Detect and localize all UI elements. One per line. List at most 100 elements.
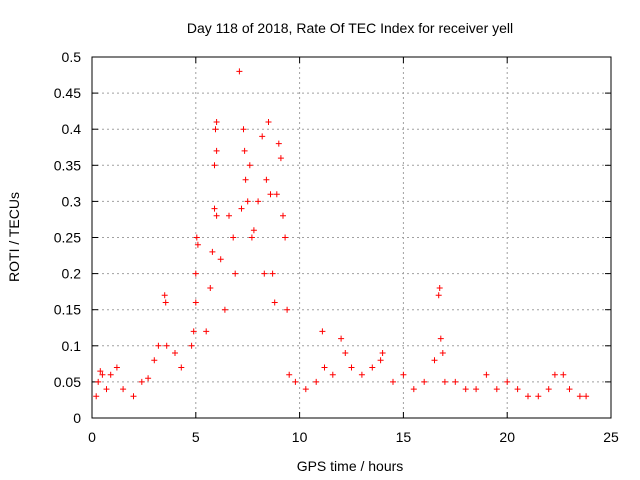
roti-point xyxy=(226,212,232,219)
roti-point xyxy=(138,378,145,385)
roti-point xyxy=(313,378,320,385)
roti-point xyxy=(286,371,293,378)
x-tick-label: 5 xyxy=(192,429,200,445)
roti-point xyxy=(576,393,583,400)
roti-point xyxy=(211,162,218,169)
roti-point xyxy=(162,299,169,306)
roti-point xyxy=(213,147,220,154)
roti-point xyxy=(342,350,349,356)
roti-point xyxy=(292,378,299,385)
roti-point xyxy=(211,205,218,212)
y-tick-label: 0.35 xyxy=(54,157,81,173)
roti-point xyxy=(113,364,120,371)
roti-point xyxy=(130,393,137,400)
axis-ticks xyxy=(91,56,612,419)
y-tick-label: 0.5 xyxy=(62,49,82,65)
roti-point xyxy=(221,306,228,313)
roti-point xyxy=(151,357,158,364)
roti-point xyxy=(241,147,248,154)
y-tick-label: 0.3 xyxy=(62,193,82,209)
roti-point xyxy=(273,191,280,198)
roti-point xyxy=(248,234,255,241)
roti-point xyxy=(163,342,170,349)
roti-point xyxy=(551,371,558,378)
roti-point xyxy=(277,155,284,162)
roti-point xyxy=(190,328,197,335)
roti-point xyxy=(284,306,291,313)
roti-point xyxy=(209,248,216,255)
roti-point xyxy=(192,270,199,277)
roti-point xyxy=(217,256,224,263)
x-tick-label: 0 xyxy=(88,429,96,445)
roti-point xyxy=(280,212,286,219)
roti-point xyxy=(377,357,384,364)
roti-point xyxy=(238,205,245,212)
roti-point xyxy=(271,299,278,306)
roti-point xyxy=(193,234,200,241)
roti-point xyxy=(410,386,417,393)
roti-point xyxy=(194,241,201,248)
roti-point xyxy=(213,119,220,125)
roti-point xyxy=(483,371,490,378)
roti-point xyxy=(232,270,239,277)
roti-point xyxy=(155,342,162,349)
roti-point xyxy=(504,378,511,385)
roti-point xyxy=(441,378,448,385)
grid xyxy=(92,57,611,418)
roti-point xyxy=(230,234,237,241)
roti-point xyxy=(97,368,104,375)
x-tick-label: 10 xyxy=(292,429,308,445)
roti-point xyxy=(203,328,210,335)
roti-point xyxy=(236,68,243,75)
roti-point xyxy=(525,393,531,400)
roti-point xyxy=(240,126,247,133)
chart-title: Day 118 of 2018, Rate Of TEC Index for r… xyxy=(187,20,513,36)
roti-point xyxy=(275,140,282,147)
roti-point xyxy=(93,393,100,400)
roti-point xyxy=(462,386,469,393)
roti-point xyxy=(107,371,114,378)
roti-point xyxy=(421,378,428,385)
x-tick-label: 25 xyxy=(603,429,619,445)
roti-point xyxy=(379,350,386,356)
roti-point xyxy=(439,350,446,356)
roti-point xyxy=(302,386,309,393)
roti-point xyxy=(103,386,110,393)
roti-point xyxy=(321,364,328,371)
x-tick-label: 20 xyxy=(499,429,515,445)
roti-point xyxy=(267,191,274,198)
roti-point xyxy=(212,126,219,133)
roti-point xyxy=(207,285,214,291)
roti-point xyxy=(244,198,251,205)
y-tick-label: 0.2 xyxy=(62,266,82,282)
roti-point xyxy=(390,378,396,385)
roti-point xyxy=(265,119,272,125)
roti-point xyxy=(213,212,220,219)
y-tick-label: 0 xyxy=(73,410,81,426)
roti-point xyxy=(437,335,444,342)
roti-point xyxy=(259,133,266,140)
y-tick-label: 0.1 xyxy=(62,338,82,354)
roti-point xyxy=(566,386,573,393)
roti-point xyxy=(269,270,276,277)
roti-point xyxy=(250,227,257,234)
y-tick-label: 0.15 xyxy=(54,302,81,318)
roti-point xyxy=(436,285,443,291)
y-tick-label: 0.45 xyxy=(54,85,81,101)
roti-point xyxy=(263,176,270,183)
y-tick-label: 0.05 xyxy=(54,374,81,390)
x-tick-label: 15 xyxy=(396,429,412,445)
roti-point xyxy=(583,393,590,400)
data-points xyxy=(93,68,590,400)
roti-point xyxy=(145,375,152,382)
roti-point xyxy=(560,371,567,378)
roti-point xyxy=(329,371,336,378)
roti-point xyxy=(348,364,355,371)
x-axis-label: GPS time / hours xyxy=(297,458,404,474)
y-tick-label: 0.4 xyxy=(62,121,82,137)
roti-point xyxy=(255,198,262,205)
roti-point xyxy=(99,371,106,378)
roti-point xyxy=(242,176,249,183)
roti-point xyxy=(358,371,365,378)
